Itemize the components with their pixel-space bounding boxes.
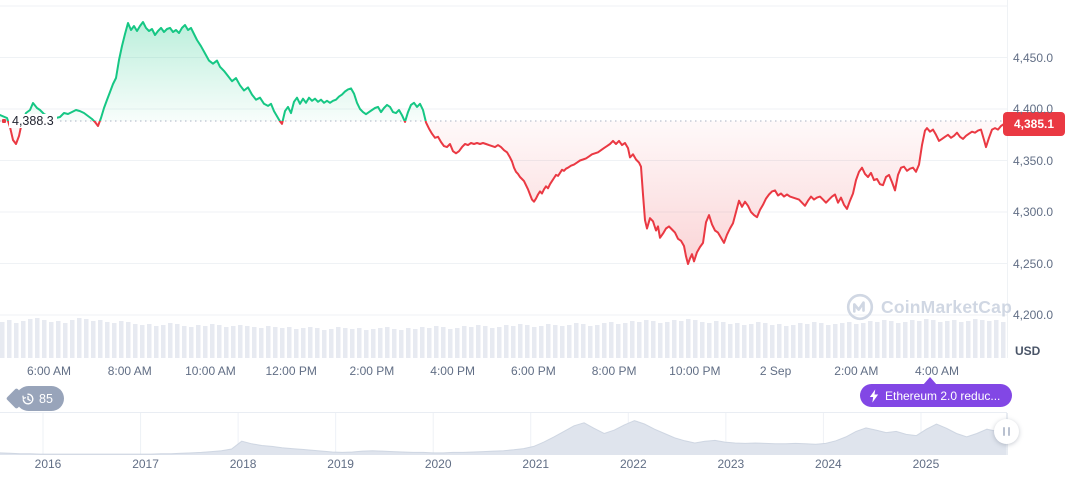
- price-line-above-baseline: [0, 21, 427, 122]
- y-axis-tick: 4,450.0: [1013, 50, 1054, 65]
- event-label: Ethereum 2.0 reduc...: [885, 388, 1001, 403]
- year-label: 2023: [717, 457, 745, 471]
- event-annotation-badge[interactable]: Ethereum 2.0 reduc...: [860, 384, 1013, 407]
- x-axis-tick: 2:00 PM: [349, 364, 395, 378]
- currency-unit-label: USD: [1015, 344, 1041, 358]
- handle-grip-bar: [1008, 427, 1010, 436]
- events-count: 85: [39, 391, 53, 406]
- x-axis-tick: 6:00 AM: [26, 364, 72, 378]
- handle-grip-bar: [1003, 427, 1005, 436]
- area-fill-green: [0, 22, 426, 122]
- year-label: 2020: [424, 457, 452, 471]
- baseline-price-label: 4,388.3: [9, 114, 57, 129]
- x-axis-tick: 8:00 PM: [591, 364, 637, 378]
- x-axis-tick: 10:00 AM: [185, 364, 236, 378]
- price-line-below-baseline: [6, 121, 1007, 265]
- y-axis-tick: 4,400.0: [1013, 102, 1054, 116]
- x-axis-tick: 6:00 PM: [511, 364, 556, 378]
- year-label: 2017: [132, 457, 159, 471]
- minimap-outline: [0, 418, 1008, 455]
- y-axis-tick: 4,350.0: [1013, 153, 1054, 168]
- x-axis-tick: 4:00 PM: [430, 364, 475, 378]
- x-axis-tick: 10:00 PM: [669, 364, 721, 378]
- watermark-text: CoinMarketCap: [881, 296, 1012, 317]
- y-axis-tick: 4,200.0: [1013, 308, 1054, 322]
- clock-history-icon: [22, 392, 34, 404]
- y-axis-tick: 4,250.0: [1013, 256, 1054, 271]
- year-label: 2019: [327, 457, 354, 471]
- x-axis-tick: 8:00 AM: [107, 364, 152, 378]
- timeline-minimap[interactable]: [0, 412, 1007, 455]
- x-axis-tick: 4:00 AM: [915, 364, 960, 378]
- year-label: 2025: [912, 457, 940, 471]
- y-axis-tick: 4,300.0: [1013, 205, 1054, 219]
- year-label: 2016: [34, 457, 62, 471]
- x-axis-tick: 12:00 PM: [265, 364, 317, 378]
- events-history-badge[interactable]: 85: [16, 386, 64, 411]
- minimap-area: [0, 418, 1007, 455]
- x-axis-tick: 2:00 AM: [834, 364, 879, 378]
- coinmarketcap-logo-icon: [846, 293, 874, 321]
- current-price-badge: 4,385.1: [1003, 112, 1065, 137]
- year-label: 2021: [522, 457, 550, 471]
- year-label: 2018: [229, 457, 257, 471]
- year-label: 2022: [619, 457, 647, 471]
- coinmarketcap-watermark: CoinMarketCap: [846, 293, 1012, 321]
- volume-bars: [0, 318, 1006, 358]
- event-badge-pointer: [923, 377, 937, 385]
- lightning-bolt-icon: [869, 388, 879, 403]
- x-axis-tick: 2 Sep: [759, 364, 792, 378]
- year-label: 2024: [815, 457, 842, 471]
- timeline-brush-handle[interactable]: [994, 419, 1019, 444]
- area-fill-red: [0, 121, 1007, 264]
- baseline-dot: [2, 119, 6, 124]
